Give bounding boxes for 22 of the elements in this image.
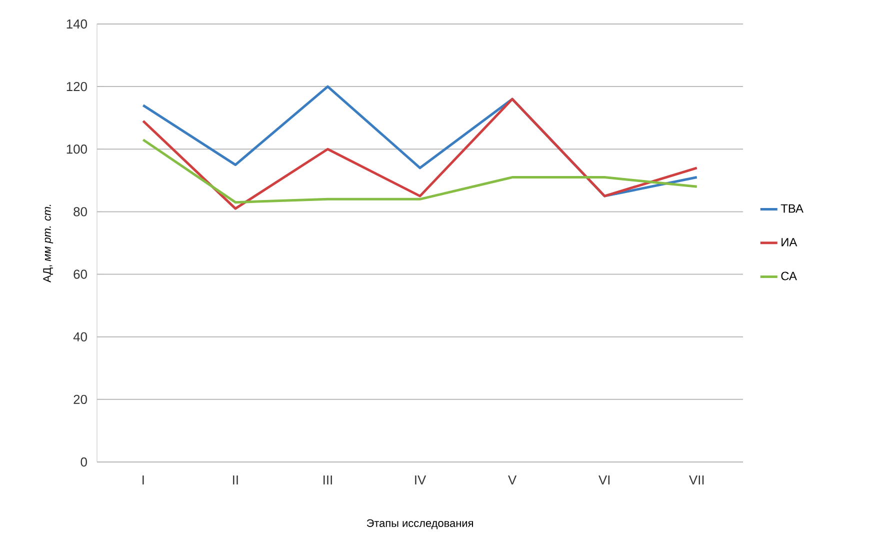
y-tick-label: 60 — [74, 270, 87, 279]
y-tick-label: 100 — [66, 144, 87, 154]
x-tick-label: VI — [598, 476, 610, 484]
y-axis-title: АД, мм рт. ст. — [43, 204, 54, 282]
y-tick-label: 140 — [66, 19, 87, 29]
y-tick-label: 120 — [66, 82, 87, 92]
x-tick-label: II — [233, 476, 238, 484]
legend-label: СА — [781, 272, 797, 280]
y-tick-label: 20 — [74, 394, 87, 404]
legend-label: ИА — [782, 238, 798, 246]
x-tick-label: I — [142, 476, 144, 484]
x-tick-label: IV — [415, 476, 426, 484]
x-tick-label: V — [508, 476, 517, 484]
x-tick-label: III — [324, 476, 332, 484]
legend-label: ТВА — [780, 204, 804, 213]
y-tick-label: 0 — [80, 457, 87, 467]
y-tick-label: 40 — [73, 332, 87, 342]
x-axis-title: Этапы исследования — [366, 519, 473, 530]
line-series — [142, 98, 698, 210]
x-tick-label: VII — [689, 476, 704, 484]
line-series — [142, 138, 698, 204]
y-tick-label: 80 — [74, 207, 87, 216]
